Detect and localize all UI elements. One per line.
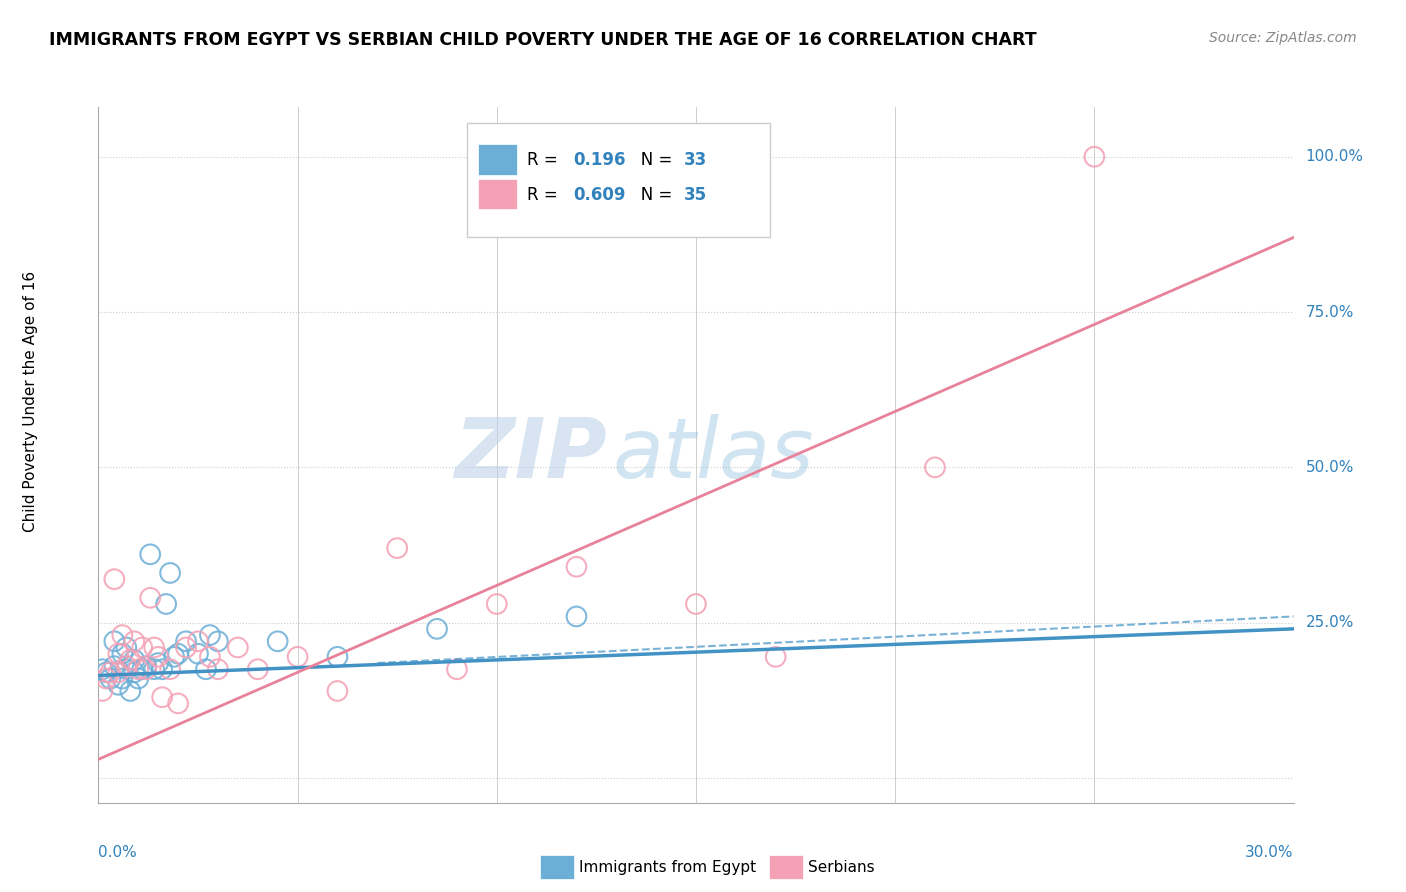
Point bbox=[194, 662, 218, 676]
Point bbox=[139, 547, 162, 561]
Point bbox=[187, 634, 209, 648]
Point bbox=[111, 647, 134, 661]
Text: 0.609: 0.609 bbox=[572, 186, 626, 203]
Point bbox=[446, 662, 468, 676]
Text: Immigrants from Egypt: Immigrants from Egypt bbox=[579, 860, 756, 874]
Point bbox=[163, 649, 186, 664]
Point bbox=[127, 672, 149, 686]
Point bbox=[685, 597, 707, 611]
Point bbox=[159, 662, 181, 676]
Text: R =: R = bbox=[527, 151, 564, 169]
Text: R =: R = bbox=[527, 186, 564, 203]
FancyBboxPatch shape bbox=[467, 123, 770, 237]
Point bbox=[107, 665, 129, 680]
Point bbox=[174, 640, 197, 655]
Point bbox=[326, 649, 349, 664]
Point bbox=[226, 640, 249, 655]
Point bbox=[1083, 150, 1105, 164]
Point bbox=[91, 684, 114, 698]
Text: 0.0%: 0.0% bbox=[98, 845, 138, 860]
Text: N =: N = bbox=[626, 151, 678, 169]
Point bbox=[96, 672, 118, 686]
Point bbox=[127, 662, 149, 676]
Point bbox=[120, 684, 142, 698]
Text: 0.196: 0.196 bbox=[572, 151, 626, 169]
Point bbox=[143, 640, 166, 655]
Point bbox=[167, 697, 190, 711]
Point bbox=[148, 649, 170, 664]
Text: 35: 35 bbox=[685, 186, 707, 203]
Text: ZIP: ZIP bbox=[454, 415, 606, 495]
Point bbox=[107, 647, 129, 661]
Text: N =: N = bbox=[626, 186, 678, 203]
Point bbox=[565, 559, 588, 574]
Point bbox=[91, 662, 114, 676]
Text: Child Poverty Under the Age of 16: Child Poverty Under the Age of 16 bbox=[24, 271, 38, 532]
Point bbox=[98, 665, 122, 680]
FancyBboxPatch shape bbox=[478, 178, 517, 210]
Point bbox=[103, 572, 125, 586]
Point bbox=[159, 566, 181, 580]
Point bbox=[115, 659, 138, 673]
Point bbox=[120, 653, 142, 667]
Text: 75.0%: 75.0% bbox=[1305, 304, 1354, 319]
Point bbox=[426, 622, 449, 636]
Text: Serbians: Serbians bbox=[808, 860, 875, 874]
Point bbox=[287, 649, 309, 664]
Point bbox=[135, 659, 157, 673]
Point bbox=[124, 634, 146, 648]
Point bbox=[98, 672, 122, 686]
Point bbox=[103, 634, 125, 648]
Point bbox=[124, 653, 146, 667]
Text: 33: 33 bbox=[685, 151, 707, 169]
Point bbox=[111, 672, 134, 686]
Point bbox=[485, 597, 508, 611]
Point bbox=[207, 662, 229, 676]
Point bbox=[155, 597, 177, 611]
Point bbox=[107, 678, 129, 692]
Point bbox=[115, 640, 138, 655]
Point bbox=[139, 591, 162, 605]
Point bbox=[924, 460, 946, 475]
Point bbox=[150, 690, 173, 705]
Point bbox=[207, 634, 229, 648]
Point bbox=[198, 628, 221, 642]
Text: atlas: atlas bbox=[612, 415, 814, 495]
Point bbox=[96, 665, 118, 680]
Point bbox=[765, 649, 787, 664]
Point bbox=[148, 656, 170, 670]
Point bbox=[135, 662, 157, 676]
Text: 100.0%: 100.0% bbox=[1305, 149, 1364, 164]
Point bbox=[246, 662, 269, 676]
Point bbox=[326, 684, 349, 698]
Point bbox=[111, 628, 134, 642]
Point bbox=[131, 640, 153, 655]
Point bbox=[174, 634, 197, 648]
Point bbox=[167, 647, 190, 661]
Point bbox=[143, 662, 166, 676]
Text: Source: ZipAtlas.com: Source: ZipAtlas.com bbox=[1209, 31, 1357, 45]
FancyBboxPatch shape bbox=[478, 144, 517, 175]
Point bbox=[115, 662, 138, 676]
Point bbox=[187, 647, 209, 661]
Point bbox=[131, 662, 153, 676]
Text: 25.0%: 25.0% bbox=[1305, 615, 1354, 630]
Point bbox=[267, 634, 290, 648]
Point bbox=[385, 541, 409, 555]
Text: IMMIGRANTS FROM EGYPT VS SERBIAN CHILD POVERTY UNDER THE AGE OF 16 CORRELATION C: IMMIGRANTS FROM EGYPT VS SERBIAN CHILD P… bbox=[49, 31, 1036, 49]
Point bbox=[124, 665, 146, 680]
Point bbox=[150, 662, 173, 676]
Point bbox=[103, 659, 125, 673]
Text: 30.0%: 30.0% bbox=[1246, 845, 1294, 860]
Point bbox=[565, 609, 588, 624]
Text: 50.0%: 50.0% bbox=[1305, 460, 1354, 475]
Point bbox=[198, 649, 221, 664]
